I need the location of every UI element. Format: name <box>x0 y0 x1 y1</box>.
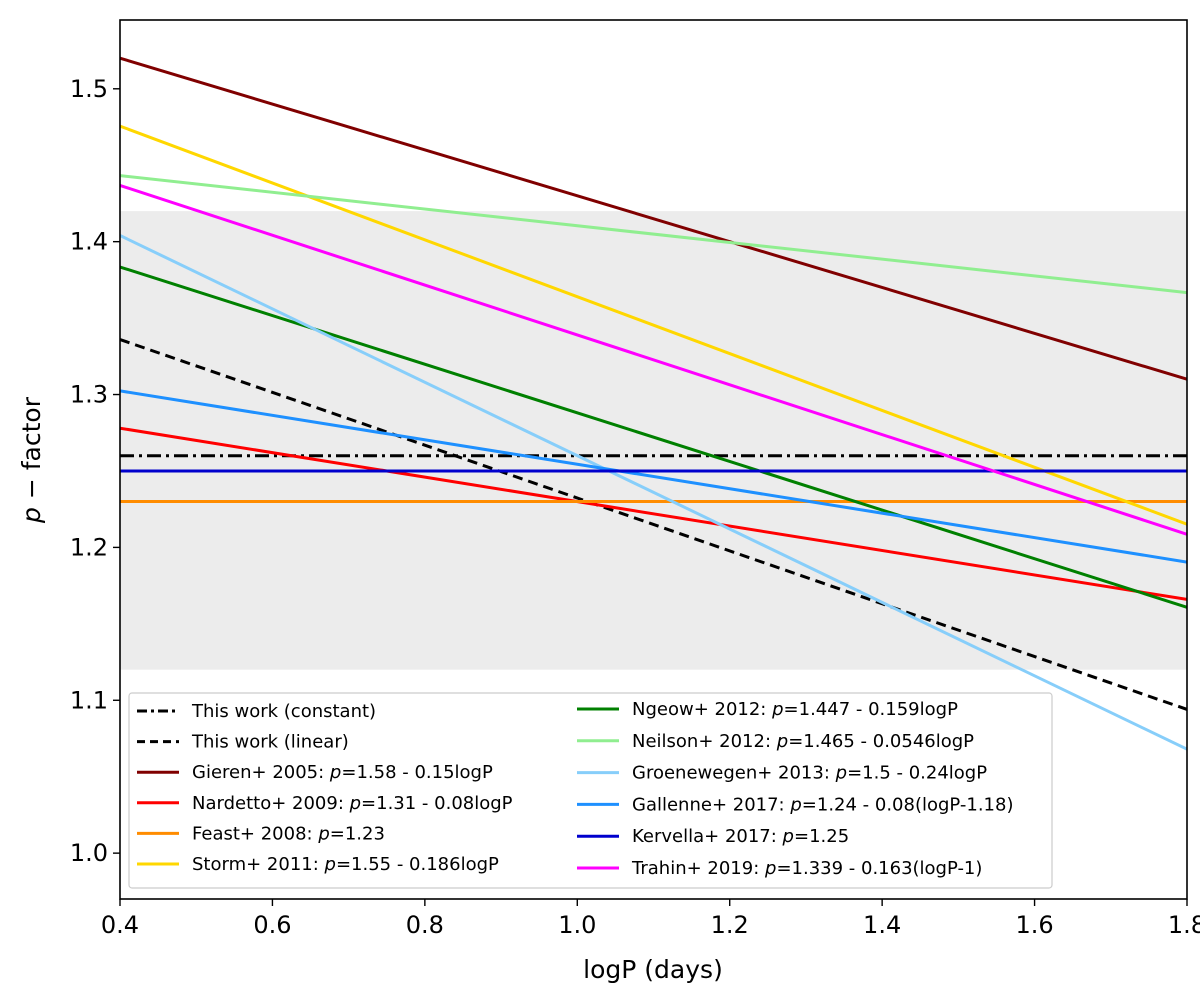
legend-label-9: Gallenne+ 2017: p=1.24 - 0.08(logP-1.18) <box>632 794 1013 815</box>
x-tick-label-7: 1.8 <box>1168 911 1200 939</box>
x-tick-label-1: 0.6 <box>253 911 291 939</box>
series-line-1 <box>120 338 1187 711</box>
legend-label-1: This work (linear) <box>191 732 349 753</box>
legend-label-6: Ngeow+ 2012: p=1.447 - 0.159logP <box>632 699 958 720</box>
legend-label-10: Kervella+ 2017: p=1.25 <box>632 826 849 847</box>
x-tick-label-5: 1.4 <box>863 911 901 939</box>
legend-label-2: Gieren+ 2005: p=1.58 - 0.15logP <box>192 762 493 783</box>
x-tick-label-4: 1.2 <box>711 911 749 939</box>
legend-box <box>128 692 1053 889</box>
y-axis-label-symbol: p <box>17 507 46 524</box>
x-tick-label-6: 1.6 <box>1015 911 1053 939</box>
x-tick-label-2: 0.8 <box>406 911 444 939</box>
y-tick-label-0: 1.0 <box>70 839 108 867</box>
series-line-7 <box>120 174 1187 295</box>
series-line-8 <box>120 234 1187 751</box>
series-line-5 <box>120 124 1187 526</box>
y-tick-label-5: 1.5 <box>70 75 108 103</box>
legend-label-5: Storm+ 2011: p=1.55 - 0.186logP <box>192 854 499 875</box>
legend-label-7: Neilson+ 2012: p=1.465 - 0.0546logP <box>632 731 974 752</box>
legend: This work (constant) This work (linear) Gi… <box>128 692 1053 889</box>
legend-label-3: Nardetto+ 2009: p=1.31 - 0.08logP <box>192 793 513 814</box>
series-line-11 <box>120 183 1187 536</box>
series-line-6 <box>120 265 1187 609</box>
legend-label-11: Trahin+ 2019: p=1.339 - 0.163(logP-1) <box>631 858 982 879</box>
x-axis-label: logP (days) <box>583 955 723 984</box>
legend-label-0: This work (constant) <box>191 701 376 722</box>
y-axis-label-text: − factor <box>17 396 46 507</box>
series-line-9 <box>120 389 1187 564</box>
series-lines <box>120 56 1187 751</box>
y-tick-label-1: 1.1 <box>70 686 108 714</box>
x-axis-ticks: 0.4 0.6 0.8 1.0 1.2 1.4 1.6 1.8 <box>101 899 1200 939</box>
y-axis-label: p − factor <box>17 396 46 524</box>
series-line-3 <box>120 426 1187 601</box>
y-axis-ticks: 1.0 1.1 1.2 1.3 1.4 1.5 <box>70 75 120 867</box>
x-tick-label-0: 0.4 <box>101 911 139 939</box>
legend-label-8: Groenewegen+ 2013: p=1.5 - 0.24logP <box>632 763 987 784</box>
series-line-2 <box>120 56 1187 381</box>
y-tick-label-2: 1.2 <box>70 533 108 561</box>
plot-frame <box>119 19 1188 900</box>
y-tick-label-4: 1.4 <box>70 228 108 256</box>
y-tick-label-3: 1.3 <box>70 381 108 409</box>
legend-label-4: Feast+ 2008: p=1.23 <box>192 823 385 844</box>
x-tick-label-3: 1.0 <box>558 911 596 939</box>
shaded-band <box>120 211 1187 670</box>
